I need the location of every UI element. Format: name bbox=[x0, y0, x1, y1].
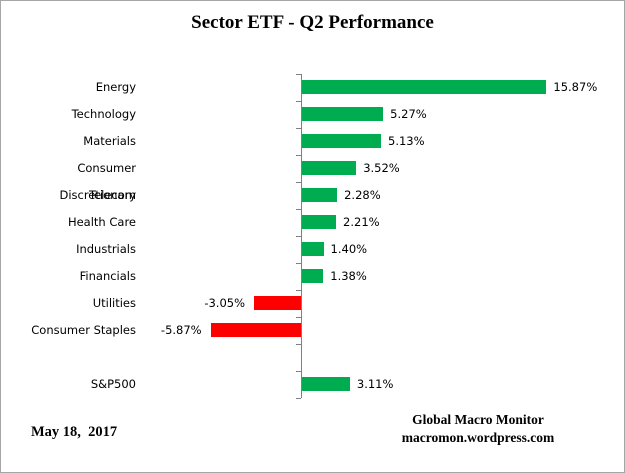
positive-bar bbox=[302, 188, 338, 202]
chart-row: Industrials 1.40% bbox=[1, 236, 624, 263]
chart-row: Materials 5.13% bbox=[1, 128, 624, 155]
value-label: 3.52% bbox=[363, 161, 400, 175]
negative-bar bbox=[254, 296, 301, 310]
axis-tick bbox=[296, 317, 301, 318]
value-label: 1.38% bbox=[330, 269, 367, 283]
chart-row: Health Care 2.21% bbox=[1, 209, 624, 236]
value-label: -3.05% bbox=[204, 296, 246, 310]
category-label: Materials bbox=[83, 134, 136, 148]
category-label: Telecom bbox=[89, 188, 136, 202]
axis-tick bbox=[296, 371, 301, 372]
source-attribution: Global Macro Monitor macromon.wordpress.… bbox=[386, 411, 570, 447]
positive-bar bbox=[302, 269, 324, 283]
category-label: Financials bbox=[79, 269, 136, 283]
axis-tick bbox=[296, 101, 301, 102]
axis-tick bbox=[296, 209, 301, 210]
positive-bar bbox=[302, 215, 337, 229]
chart-row: Technology 5.27% bbox=[1, 101, 624, 128]
negative-bar bbox=[210, 323, 301, 337]
value-label: 5.27% bbox=[390, 107, 427, 121]
value-label: 5.13% bbox=[388, 134, 425, 148]
value-label: 3.11% bbox=[356, 377, 394, 391]
chart-title: Sector ETF - Q2 Performance bbox=[191, 12, 434, 33]
chart-row: Financials 1.38% bbox=[1, 263, 624, 290]
axis-tick bbox=[296, 344, 301, 345]
axis-tick bbox=[296, 182, 301, 183]
positive-bar bbox=[302, 80, 547, 94]
axis-tick bbox=[296, 128, 301, 129]
positive-bar bbox=[302, 242, 324, 256]
category-label: S&P500 bbox=[90, 377, 136, 391]
source-url: macromon.wordpress.com bbox=[401, 430, 555, 445]
chart-row: Utilities -3.05% bbox=[1, 290, 624, 317]
value-label: -5.87% bbox=[160, 323, 202, 337]
chart-row: Consumer Staples -5.87% bbox=[1, 317, 624, 344]
axis-tick bbox=[296, 155, 301, 156]
axis-tick bbox=[296, 398, 301, 399]
axis-tick bbox=[296, 263, 301, 264]
positive-bar bbox=[302, 161, 357, 175]
y-axis-line bbox=[301, 74, 302, 398]
source-name: Global Macro Monitor bbox=[412, 412, 544, 427]
axis-tick bbox=[296, 290, 301, 291]
positive-bar bbox=[302, 377, 350, 391]
value-label: 2.21% bbox=[343, 215, 380, 229]
chart-row: S&P500 3.11% bbox=[1, 371, 624, 398]
value-label: 2.28% bbox=[344, 188, 381, 202]
chart-row: Energy 15.87% bbox=[1, 74, 624, 101]
chart-row: Telecom 2.28% bbox=[1, 182, 624, 209]
category-label bbox=[1, 344, 136, 371]
category-label: Energy bbox=[95, 80, 136, 94]
category-label: Industrials bbox=[76, 242, 136, 256]
value-label: 1.40% bbox=[330, 242, 368, 256]
chart-row: Consumer Discretionary 3.52% bbox=[1, 155, 624, 202]
chart-row bbox=[1, 344, 624, 371]
axis-tick bbox=[296, 74, 301, 75]
chart-date: May 18, 2017 bbox=[31, 424, 118, 440]
category-label: Technology bbox=[71, 107, 136, 121]
value-label: 15.87% bbox=[553, 80, 598, 94]
category-label: Health Care bbox=[67, 215, 136, 229]
category-label: Consumer Discretionary bbox=[59, 161, 136, 202]
category-label: Utilities bbox=[92, 296, 136, 310]
positive-bar bbox=[302, 134, 381, 148]
axis-tick bbox=[296, 236, 301, 237]
category-label: Consumer Staples bbox=[31, 323, 136, 337]
positive-bar bbox=[302, 107, 384, 121]
